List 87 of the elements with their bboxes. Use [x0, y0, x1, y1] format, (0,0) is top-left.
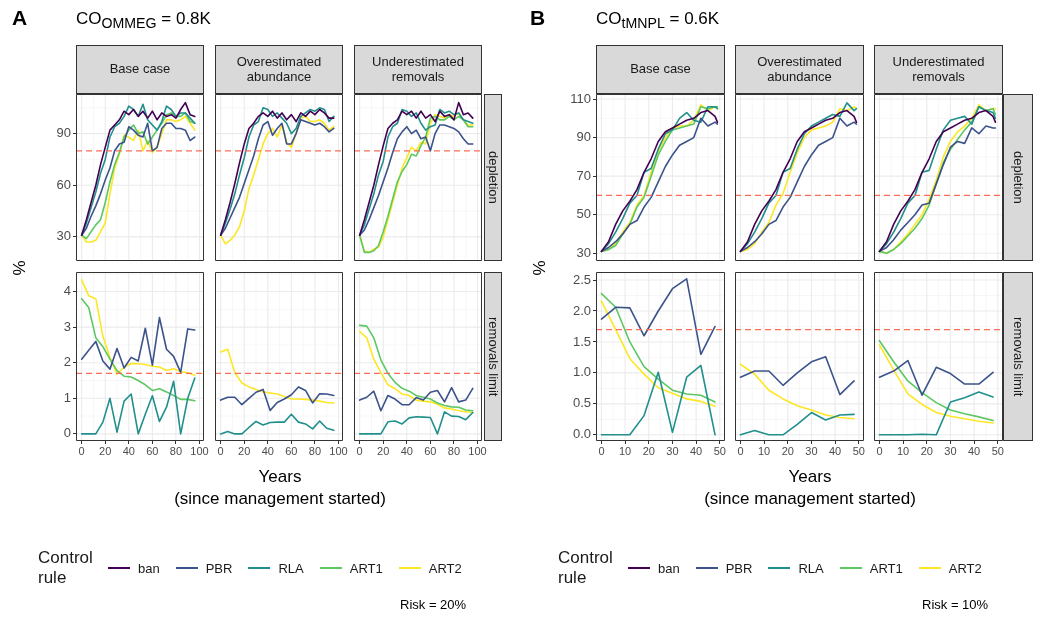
text: CO$_{OMMEG}$ = 0.8K [76, 9, 211, 32]
x-axis-title: Years (since management started) [703, 466, 917, 511]
x-tick-label: 40 [122, 444, 135, 457]
x-tick-label: 20 [238, 444, 251, 457]
y-tick-label: 1 [63, 389, 71, 405]
x-tick-label: 10 [757, 444, 771, 457]
y-tick-label: 0.5 [572, 395, 591, 411]
legend-label: ART1 [349, 560, 383, 576]
text: A [12, 6, 28, 30]
x-tick-label: 40 [400, 444, 413, 457]
legend-title: Control rule [558, 548, 614, 589]
x-tick-label: 0 [356, 444, 363, 457]
x-tick-label: 40 [690, 444, 703, 457]
x-tick-label: 80 [308, 444, 322, 457]
legend-label: RLA [278, 560, 304, 576]
y-axis-title: % [10, 259, 30, 278]
x-tick-label: 80 [169, 444, 183, 457]
y-tick-label: 2 [63, 354, 71, 370]
chart-title: Underestimated removals [874, 45, 1003, 94]
y-tick-label: 110 [570, 90, 591, 106]
x-tick-label: 40 [261, 444, 274, 457]
x-tick-label: 40 [829, 444, 842, 457]
legend-label: PBR [205, 560, 233, 576]
x-tick-label: 100 [190, 444, 209, 457]
y-axis-title: % [530, 259, 550, 278]
x-tick-label: 0 [598, 444, 605, 457]
y-tick-label: 30 [56, 228, 71, 244]
x-tick-label: 60 [424, 444, 437, 457]
legend-label: ART1 [869, 560, 903, 576]
y-tick-label: 1.0 [572, 364, 591, 380]
x-tick-label: 0 [876, 444, 883, 457]
x-tick-label: 30 [944, 444, 957, 457]
text: removals limit [485, 316, 502, 397]
text: Risk = 20% [400, 597, 467, 612]
chart-title: Overestimated abundance [735, 45, 864, 94]
legend-label: ban [138, 560, 160, 576]
legend-title: Control rule [38, 548, 94, 589]
x-tick-label: 100 [329, 444, 348, 457]
x-axis-title: Years (since management started) [173, 466, 387, 511]
x-tick-label: 80 [447, 444, 461, 457]
text: removals limit [1010, 316, 1027, 397]
y-tick-label: 1.5 [572, 333, 591, 349]
y-tick-label: 50 [576, 206, 591, 222]
legend-label: RLA [798, 560, 824, 576]
text: depletion [485, 151, 502, 204]
legend-label: ART2 [428, 560, 462, 576]
y-tick-label: 4 [63, 283, 71, 299]
x-tick-label: 20 [99, 444, 112, 457]
text: depletion [1010, 151, 1027, 204]
x-tick-label: 20 [377, 444, 390, 457]
y-tick-label: 60 [56, 176, 71, 192]
text: Risk = 10% [922, 597, 989, 612]
x-tick-label: 0 [737, 444, 744, 457]
chart-title: Base case [76, 45, 204, 94]
y-tick-label: 0 [63, 425, 71, 441]
x-tick-label: 60 [146, 444, 159, 457]
x-tick-label: 20 [642, 444, 655, 457]
chart-title: Overestimated abundance [215, 45, 343, 94]
x-tick-label: 30 [666, 444, 679, 457]
x-tick-label: 20 [920, 444, 933, 457]
x-tick-label: 10 [618, 444, 632, 457]
text: B [530, 6, 546, 30]
chart-title: Base case [596, 45, 725, 94]
x-tick-label: 10 [896, 444, 910, 457]
y-tick-label: 3 [63, 318, 71, 334]
y-tick-label: 0.0 [572, 426, 591, 442]
x-tick-label: 50 [991, 444, 1004, 457]
legend-label: PBR [725, 560, 753, 576]
x-tick-label: 100 [468, 444, 487, 457]
x-tick-label: 30 [805, 444, 818, 457]
x-tick-label: 40 [968, 444, 981, 457]
y-tick-label: 30 [576, 244, 591, 260]
x-tick-label: 20 [781, 444, 794, 457]
y-tick-label: 2.0 [572, 302, 591, 318]
chart-title: Underestimated removals [354, 45, 482, 94]
x-tick-label: 50 [713, 444, 726, 457]
x-tick-label: 50 [852, 444, 865, 457]
x-tick-label: 60 [285, 444, 298, 457]
text: CO$_{tMNPL}$ = 0.6K [596, 9, 720, 32]
y-tick-label: 70 [576, 167, 591, 183]
y-tick-label: 90 [576, 129, 591, 145]
x-tick-label: 0 [217, 444, 224, 457]
legend-label: ART2 [948, 560, 982, 576]
y-tick-label: 90 [56, 125, 71, 141]
x-tick-label: 0 [78, 444, 85, 457]
legend-label: ban [658, 560, 680, 576]
y-tick-label: 2.5 [572, 271, 591, 287]
